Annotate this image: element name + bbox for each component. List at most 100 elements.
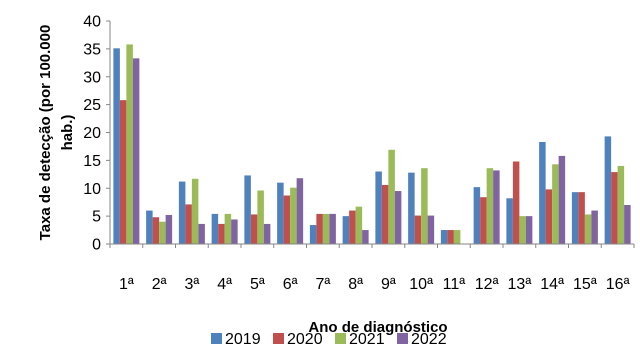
bar-2022-3	[198, 223, 205, 244]
bar-2022-10	[427, 215, 435, 244]
y-axis-title-line: Taxa de detecção (por 100.000	[37, 25, 54, 241]
legend-swatch-2021	[335, 333, 346, 344]
y-tick-label: 15	[83, 153, 101, 170]
x-tick-label: 14ª	[540, 276, 564, 293]
x-axis-ticks: 1ª 2ª 3ª 4ª 5ª 6ª 7ª 8ª 9ª 10ª 11ª 12ª 13ª 14ª 15ª 16ª	[109, 244, 635, 293]
x-tick-label: 13ª	[508, 276, 532, 293]
bar-2021-9	[388, 149, 395, 244]
legend-label-2019: 2019	[225, 331, 261, 348]
x-axis-title: Ano de diagnóstico	[308, 319, 447, 336]
bar-2022-2	[165, 215, 173, 244]
bar-2019-6	[277, 182, 284, 244]
bar-2020-14	[545, 189, 553, 244]
x-tick-label: 6ª	[283, 276, 298, 293]
bar-2021-4	[224, 213, 232, 244]
y-tick-label: 10	[83, 181, 101, 198]
y-tick-label: 20	[83, 125, 101, 142]
bar-2020-4	[218, 223, 225, 244]
bar-2021-13	[519, 216, 526, 245]
bar-2020-9	[381, 184, 389, 244]
bar-2022-1	[132, 58, 140, 244]
legend-label-2021: 2021	[349, 331, 385, 348]
bar-2019-3	[178, 181, 186, 244]
bar-2022-9	[394, 191, 402, 244]
bar-2019-14	[539, 141, 546, 244]
bar-2020-5	[250, 214, 258, 244]
bar-2019-15	[571, 192, 579, 244]
bar-2019-13	[506, 198, 513, 244]
bar-2019-9	[375, 171, 382, 244]
bar-2022-7	[329, 213, 336, 244]
x-tick-label: 12ª	[475, 276, 499, 293]
bar-2021-15	[584, 214, 592, 244]
bar-2020-1	[119, 100, 127, 244]
bar-2020-16	[611, 172, 618, 244]
bar-2022-6	[296, 178, 304, 244]
bar-2019-4	[211, 213, 219, 244]
x-tick-label: 15ª	[573, 276, 597, 293]
x-tick-label: 3ª	[184, 276, 199, 293]
y-axis-ticks: 0 5 10 15 20 25 30 35 40	[83, 14, 110, 254]
bar-2022-15	[591, 210, 598, 244]
y-axis-title: Taxa de detecção (por 100.000 hab.)	[37, 25, 76, 241]
bar-2022-16	[624, 204, 631, 244]
x-tick-label: 16ª	[606, 276, 630, 293]
bar-2021-14	[552, 164, 559, 244]
legend-swatch-2022	[397, 333, 408, 344]
x-tick-label: 10ª	[409, 276, 433, 293]
bar-2019-12	[473, 187, 481, 244]
legend-label-2022: 2022	[411, 331, 447, 348]
bar-2021-7	[322, 213, 330, 244]
bar-2022-5	[263, 223, 271, 244]
legend: 2019 2020 2021 2022	[211, 331, 447, 348]
bar-2019-16	[604, 136, 612, 244]
bar-2022-4	[231, 219, 238, 244]
bars	[113, 44, 631, 245]
x-tick-label: 11ª	[443, 276, 466, 293]
bar-2021-6	[290, 187, 297, 244]
x-tick-label: 1ª	[119, 276, 134, 293]
legend-label-2020: 2020	[287, 331, 323, 348]
bar-2020-6	[283, 195, 291, 244]
y-tick-label: 40	[83, 14, 101, 31]
bar-2022-12	[493, 170, 500, 244]
bar-2020-3	[185, 204, 192, 244]
y-tick-label: 5	[92, 209, 101, 226]
bar-2019-11	[440, 230, 448, 244]
bar-2019-5	[244, 175, 251, 244]
y-tick-label: 0	[92, 237, 101, 254]
bar-2020-11	[447, 230, 454, 244]
legend-swatch-2020	[273, 333, 284, 344]
bar-2021-5	[257, 190, 264, 244]
bar-2021-2	[159, 221, 166, 244]
bar-2019-2	[146, 210, 153, 244]
x-tick-label: 8ª	[348, 276, 363, 293]
bar-2021-1	[126, 44, 133, 244]
x-tick-label: 5ª	[250, 276, 265, 293]
bar-2020-13	[512, 161, 520, 244]
x-tick-label: 9ª	[381, 276, 396, 293]
bar-2020-8	[349, 210, 356, 244]
legend-swatch-2019	[211, 333, 222, 344]
bar-2021-3	[191, 178, 199, 244]
bar-2022-13	[525, 216, 533, 245]
bar-2021-11	[453, 230, 461, 244]
bar-2019-8	[342, 216, 350, 245]
x-tick-label: 4ª	[217, 276, 232, 293]
bar-2022-14	[558, 155, 566, 244]
bar-2020-7	[316, 213, 323, 244]
bar-2021-10	[421, 168, 428, 244]
y-axis-title-line: hab.)	[59, 115, 76, 151]
bar-2019-10	[408, 172, 415, 244]
bar-2020-15	[578, 192, 585, 244]
x-tick-label: 7ª	[315, 276, 330, 293]
bar-2020-2	[152, 217, 160, 244]
y-tick-label: 35	[83, 41, 101, 58]
y-tick-label: 30	[83, 69, 101, 86]
bar-2021-16	[617, 165, 625, 244]
bar-2020-10	[414, 215, 422, 244]
x-tick-label: 2ª	[152, 276, 167, 293]
bar-2019-7	[309, 225, 317, 244]
bar-2021-8	[355, 206, 363, 244]
